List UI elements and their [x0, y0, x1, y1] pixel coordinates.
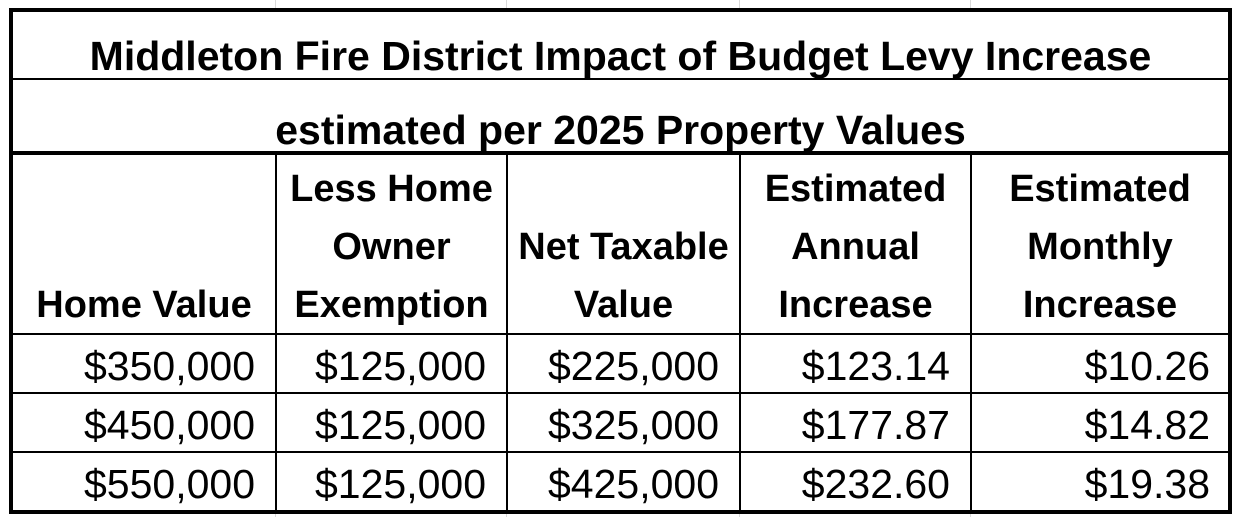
table-cell: $225,000: [547, 343, 719, 389]
table-cell: $325,000: [547, 402, 719, 448]
title-divider: [13, 78, 1228, 80]
table-cell: $125,000: [314, 343, 486, 389]
table-title: Middleton Fire District Impact of Budget…: [89, 33, 1152, 79]
header-monthly-increase: Estimated Monthly Increase: [1009, 168, 1191, 326]
header-annual-increase: Estimated Annual Increase: [764, 168, 947, 326]
header-home-value: Home Value: [36, 284, 252, 326]
column-divider: [506, 155, 508, 510]
table-cell: $177.87: [801, 402, 950, 448]
table-cell: $550,000: [83, 461, 255, 507]
table-cell: $14.82: [1084, 402, 1210, 448]
column-divider: [739, 155, 741, 510]
levy-impact-table: Middleton Fire District Impact of Budget…: [9, 8, 1232, 514]
table-subtitle: estimated per 2025 Property Values: [275, 107, 966, 153]
table-cell: $450,000: [83, 402, 255, 448]
table-cell: $123.14: [801, 343, 950, 389]
table-cell: $350,000: [83, 343, 255, 389]
table-cell: $232.60: [801, 461, 950, 507]
header-net-taxable: Net Taxable Value: [518, 226, 729, 326]
row-divider: [13, 451, 1228, 453]
header-top-border: [13, 151, 1228, 155]
table-cell: $125,000: [314, 461, 486, 507]
header-exemption: Less Home Owner Exemption: [290, 168, 493, 326]
table-cell: $125,000: [314, 402, 486, 448]
row-divider: [13, 392, 1228, 394]
row-divider: [13, 333, 1228, 335]
table-cell: $425,000: [547, 461, 719, 507]
table-cell: $10.26: [1084, 343, 1210, 389]
column-divider: [275, 155, 277, 510]
column-divider: [970, 155, 972, 510]
table-cell: $19.38: [1084, 461, 1210, 507]
